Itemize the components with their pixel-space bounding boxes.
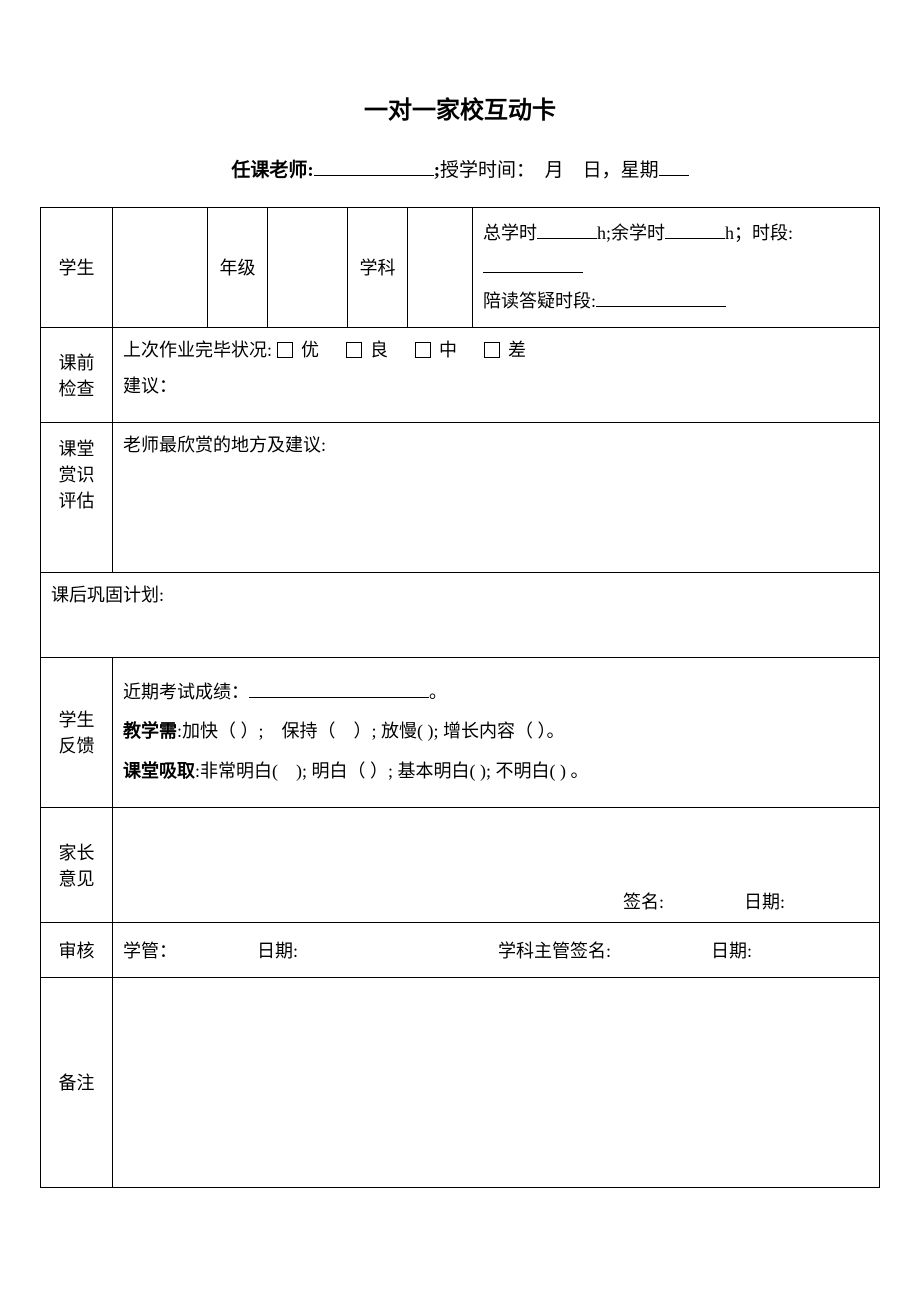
row-after-plan: 课后巩固计划: [41, 572, 880, 657]
form-title: 一对一家校互动卡 [40, 90, 880, 125]
row-header-info: 学生 年级 学科 总学时h;余学时h；时段: 陪读答疑时段: [41, 208, 880, 328]
teacher-blank[interactable] [314, 157, 434, 176]
suggest-label: 建议： [123, 372, 869, 398]
absorb-label: 课堂吸取 [123, 761, 195, 781]
cell-parent-content: 签名: 日期: [113, 807, 880, 922]
cell-afterplan: 课后巩固计划: [41, 572, 880, 657]
row-feedback: 学生 反馈 近期考试成绩：。 教学需:加快（ ）; 保持（ ）; 放慢( ); … [41, 657, 880, 807]
remain-hours-blank[interactable] [665, 221, 725, 239]
main-table: 学生 年级 学科 总学时h;余学时h；时段: 陪读答疑时段: 课前 检查 上次作… [40, 207, 880, 1188]
checkbox-poor[interactable] [484, 342, 500, 358]
cell-audit-content: 学管：日期:学科主管签名:日期: [113, 922, 880, 977]
cell-classeval-label: 课堂 赏识 评估 [41, 422, 113, 572]
cell-grade-label: 年级 [208, 208, 268, 328]
cell-preclass-label: 课前 检查 [41, 327, 113, 422]
cell-preclass-content: 上次作业完毕状况: 优 良 中 差 建议： [113, 327, 880, 422]
page: 一对一家校互动卡 任课老师:;授学时间： 月 日，星期 学生 年级 学科 总学时… [0, 0, 920, 1302]
cell-hours: 总学时h;余学时h；时段: 陪读答疑时段: [473, 208, 880, 328]
cell-student-value[interactable] [113, 208, 208, 328]
cell-classeval-content: 老师最欣赏的地方及建议: [113, 422, 880, 572]
cell-audit-label: 审核 [41, 922, 113, 977]
checkbox-good[interactable] [346, 342, 362, 358]
cell-feedback-label: 学生 反馈 [41, 657, 113, 807]
row-class-eval: 课堂 赏识 评估 老师最欣赏的地方及建议: [41, 422, 880, 572]
exam-blank[interactable] [249, 680, 429, 698]
cell-remark-content[interactable] [113, 977, 880, 1187]
row-parent: 家长 意见 签名: 日期: [41, 807, 880, 922]
day-unit: 日，星期 [583, 160, 659, 181]
checkbox-excellent[interactable] [277, 342, 293, 358]
parent-date-label: 日期: [744, 892, 785, 912]
parent-sign-label: 签名: [623, 892, 664, 912]
checkbox-medium[interactable] [415, 342, 431, 358]
teacher-label: 任课老师: [231, 160, 313, 181]
lesson-time-label: 授学时间： [440, 160, 526, 181]
cell-subject-label: 学科 [348, 208, 408, 328]
form-subtitle: 任课老师:;授学时间： 月 日，星期 [40, 155, 880, 182]
cell-grade-value[interactable] [268, 208, 348, 328]
cell-student-label: 学生 [41, 208, 113, 328]
row-remark: 备注 [41, 977, 880, 1187]
month-unit: 月 [545, 160, 564, 181]
cell-subject-value[interactable] [408, 208, 473, 328]
cell-remark-label: 备注 [41, 977, 113, 1187]
accompany-blank[interactable] [596, 289, 726, 307]
cell-feedback-content: 近期考试成绩：。 教学需:加快（ ）; 保持（ ）; 放慢( ); 增长内容（ … [113, 657, 880, 807]
row-audit: 审核 学管：日期:学科主管签名:日期: [41, 922, 880, 977]
teach-need-label: 教学需 [123, 721, 177, 741]
row-preclass: 课前 检查 上次作业完毕状况: 优 良 中 差 建议： [41, 327, 880, 422]
weekday-blank[interactable] [659, 157, 689, 176]
period-blank[interactable] [483, 255, 583, 273]
total-hours-blank[interactable] [537, 221, 597, 239]
cell-parent-label: 家长 意见 [41, 807, 113, 922]
